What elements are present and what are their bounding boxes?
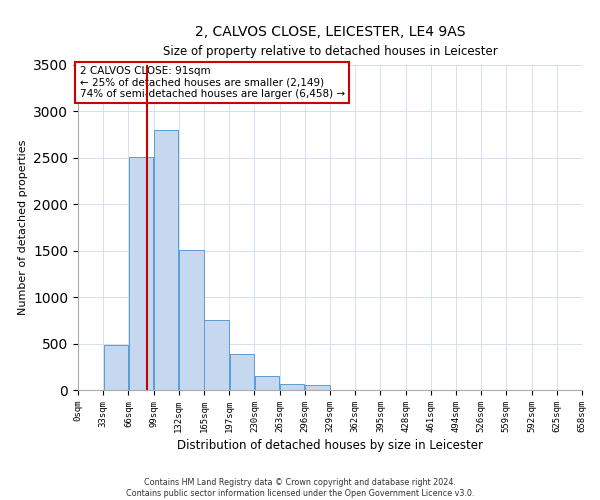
Text: 2, CALVOS CLOSE, LEICESTER, LE4 9AS: 2, CALVOS CLOSE, LEICESTER, LE4 9AS [195,25,465,39]
Y-axis label: Number of detached properties: Number of detached properties [17,140,28,315]
Bar [255,376,279,390]
Bar [179,250,203,390]
Bar [230,354,254,390]
Bar [305,386,329,390]
Text: Contains HM Land Registry data © Crown copyright and database right 2024.
Contai: Contains HM Land Registry data © Crown c… [126,478,474,498]
Bar [129,157,153,390]
Bar [205,320,229,390]
Bar [280,384,304,390]
Text: Size of property relative to detached houses in Leicester: Size of property relative to detached ho… [163,45,497,58]
X-axis label: Distribution of detached houses by size in Leicester: Distribution of detached houses by size … [177,439,483,452]
Bar [154,130,178,390]
Bar [104,344,128,390]
Text: 2 CALVOS CLOSE: 91sqm
← 25% of detached houses are smaller (2,149)
74% of semi-d: 2 CALVOS CLOSE: 91sqm ← 25% of detached … [80,66,344,99]
